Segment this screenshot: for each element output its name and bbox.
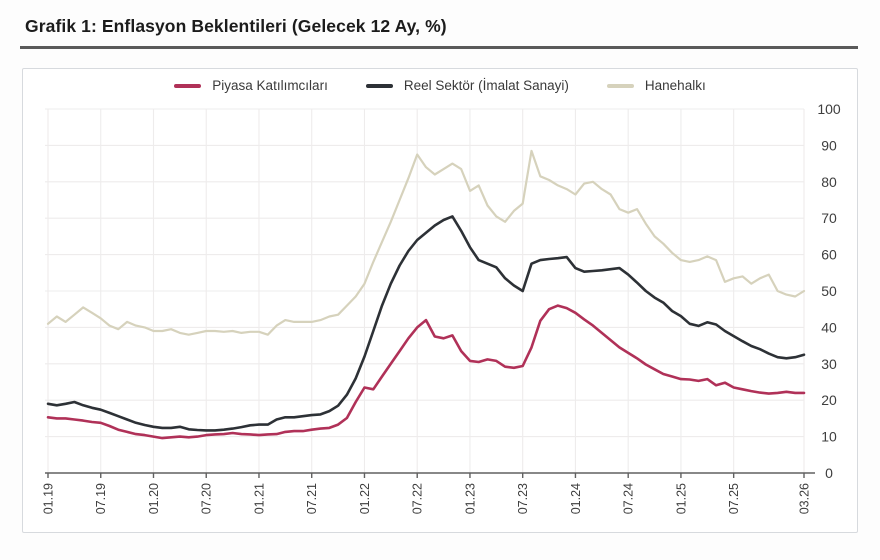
- y-tick-label: 0: [825, 465, 833, 481]
- y-tick-label: 90: [821, 137, 837, 153]
- x-tick-label: 01.21: [252, 483, 266, 514]
- x-tick-label: 01.22: [358, 483, 372, 514]
- y-tick-label: 60: [821, 247, 837, 263]
- chart-card: 01.19 07.19 01.20 07.20 01.21 07.21 01.22 07.22…: [22, 68, 858, 533]
- x-tick-label: 07.22: [411, 483, 425, 514]
- x-tick-label: 07.23: [516, 483, 530, 514]
- y-tick-label: 10: [821, 429, 837, 445]
- x-tick-label: 03.26: [798, 483, 812, 514]
- y-tick-label: 80: [821, 174, 837, 190]
- y-tick-label: 70: [821, 210, 837, 226]
- x-tick-label: 07.20: [200, 483, 214, 514]
- y-tick-label: 100: [817, 101, 841, 117]
- x-tick-label: 01.25: [674, 483, 688, 514]
- legend-item-reel-sektor: Reel Sektör (İmalat Sanayi): [365, 78, 569, 93]
- x-tick-label: 01.19: [42, 483, 56, 514]
- legend-item-hanehalki: Hanehalkı: [606, 78, 706, 93]
- series-line-2: [46, 149, 806, 336]
- x-tick-label: 07.19: [94, 483, 108, 514]
- legend-line-swatch-piyasa: [174, 83, 202, 88]
- x-tick-label: 07.25: [727, 483, 741, 514]
- legend-line-swatch-hanehalki: [606, 83, 634, 88]
- x-tick-label: 07.21: [305, 483, 319, 514]
- x-tick-label: 01.23: [463, 483, 477, 514]
- legend-label-piyasa: Piyasa Katılımcıları: [212, 78, 328, 93]
- chart-title: Grafik 1: Enflasyon Beklentileri (Gelece…: [25, 16, 447, 36]
- x-tick-label: 01.20: [147, 483, 161, 514]
- series-line-1: [46, 215, 806, 432]
- y-tick-label: 50: [821, 283, 837, 299]
- y-tick-label: 30: [821, 356, 837, 372]
- legend-line-swatch-reel-sektor: [365, 83, 393, 88]
- y-tick-label: 20: [821, 392, 837, 408]
- legend-label-hanehalki: Hanehalkı: [644, 78, 706, 93]
- y-tick-label: 40: [821, 319, 837, 335]
- line-chart-plot: 01.19 07.19 01.20 07.20 01.21 07.21 01.22 07.22…: [42, 101, 841, 514]
- x-tick-label: 07.24: [622, 483, 636, 514]
- x-tick-label: 01.24: [569, 483, 583, 514]
- chart-legend: Piyasa Katılımcıları Reel Sektör (İmalat…: [23, 78, 857, 93]
- legend-label-reel-sektor: Reel Sektör (İmalat Sanayi): [403, 78, 569, 93]
- legend-item-piyasa-katilimcilari: Piyasa Katılımcıları: [174, 78, 328, 93]
- title-underline: [20, 46, 858, 49]
- series-line-0: [46, 304, 806, 440]
